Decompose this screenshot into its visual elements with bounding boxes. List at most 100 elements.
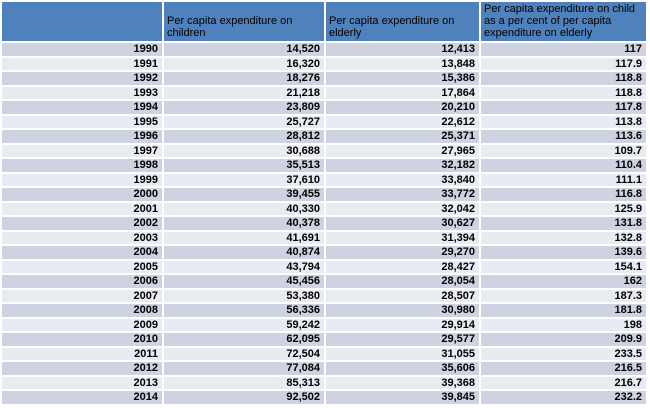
children-cell: 72,504 [164, 347, 324, 360]
children-cell: 23,809 [164, 101, 324, 114]
children-cell: 62,095 [164, 333, 324, 346]
children-cell: 40,874 [164, 246, 324, 259]
header-children: Per capita expenditure on children [164, 2, 324, 41]
elderly-cell: 29,914 [326, 318, 479, 331]
year-cell: 2008 [2, 304, 162, 317]
children-cell: 77,084 [164, 362, 324, 375]
year-cell: 1991 [2, 57, 162, 70]
ratio-cell: 198 [481, 318, 646, 331]
year-cell: 1990 [2, 43, 162, 56]
ratio-cell: 110.4 [481, 159, 646, 172]
year-cell: 2012 [2, 362, 162, 375]
elderly-cell: 35,606 [326, 362, 479, 375]
children-cell: 18,276 [164, 72, 324, 85]
year-cell: 2006 [2, 275, 162, 288]
elderly-cell: 17,864 [326, 86, 479, 99]
elderly-cell: 20,210 [326, 101, 479, 114]
ratio-cell: 125.9 [481, 202, 646, 215]
elderly-cell: 27,965 [326, 144, 479, 157]
year-cell: 2009 [2, 318, 162, 331]
table-row: 2002 40,378 30,627 131.8 [2, 217, 646, 230]
ratio-cell: 233.5 [481, 347, 646, 360]
elderly-cell: 33,772 [326, 188, 479, 201]
year-cell: 2007 [2, 289, 162, 302]
year-cell: 1994 [2, 101, 162, 114]
elderly-cell: 31,055 [326, 347, 479, 360]
table-row: 2007 53,380 28,507 187.3 [2, 289, 646, 302]
ratio-cell: 232.2 [481, 391, 646, 404]
elderly-cell: 39,368 [326, 376, 479, 389]
header-ratio: Per capita expenditure on child as a per… [481, 2, 646, 41]
table-row: 2012 77,084 35,606 216.5 [2, 362, 646, 375]
ratio-cell: 216.7 [481, 376, 646, 389]
elderly-cell: 13,848 [326, 57, 479, 70]
elderly-cell: 28,507 [326, 289, 479, 302]
header-year [2, 2, 162, 41]
table-row: 1990 14,520 12,413 117 [2, 43, 646, 56]
table-row: 2000 39,455 33,772 116.8 [2, 188, 646, 201]
elderly-cell: 32,042 [326, 202, 479, 215]
year-cell: 2013 [2, 376, 162, 389]
year-cell: 2003 [2, 231, 162, 244]
table-body: 1990 14,520 12,413 117 1991 16,320 13,848 117.9… [2, 43, 646, 404]
ratio-cell: 117.9 [481, 57, 646, 70]
table-row: 2011 72,504 31,055 233.5 [2, 347, 646, 360]
children-cell: 40,378 [164, 217, 324, 230]
year-cell: 2010 [2, 333, 162, 346]
children-cell: 45,456 [164, 275, 324, 288]
table-header: Per capita expenditure on children Per c… [2, 2, 646, 41]
header-row: Per capita expenditure on children Per c… [2, 2, 646, 41]
ratio-cell: 118.8 [481, 86, 646, 99]
year-cell: 2004 [2, 246, 162, 259]
ratio-cell: 116.8 [481, 188, 646, 201]
year-cell: 1998 [2, 159, 162, 172]
elderly-cell: 28,054 [326, 275, 479, 288]
children-cell: 14,520 [164, 43, 324, 56]
children-cell: 21,218 [164, 86, 324, 99]
table-row: 1999 37,610 33,840 111.1 [2, 173, 646, 186]
children-cell: 41,691 [164, 231, 324, 244]
children-cell: 92,502 [164, 391, 324, 404]
elderly-cell: 22,612 [326, 115, 479, 128]
ratio-cell: 162 [481, 275, 646, 288]
table-row: 2001 40,330 32,042 125.9 [2, 202, 646, 215]
ratio-cell: 209.9 [481, 333, 646, 346]
children-cell: 39,455 [164, 188, 324, 201]
header-elderly: Per capita expenditure on elderly [326, 2, 479, 41]
table-row: 2013 85,313 39,368 216.7 [2, 376, 646, 389]
table-row: 2010 62,095 29,577 209.9 [2, 333, 646, 346]
ratio-cell: 181.8 [481, 304, 646, 317]
elderly-cell: 33,840 [326, 173, 479, 186]
table-row: 1992 18,276 15,386 118.8 [2, 72, 646, 85]
elderly-cell: 30,980 [326, 304, 479, 317]
elderly-cell: 32,182 [326, 159, 479, 172]
ratio-cell: 113.6 [481, 130, 646, 143]
ratio-cell: 132.8 [481, 231, 646, 244]
year-cell: 2002 [2, 217, 162, 230]
year-cell: 1999 [2, 173, 162, 186]
ratio-cell: 117 [481, 43, 646, 56]
year-cell: 1993 [2, 86, 162, 99]
table-row: 1995 25,727 22,612 113.8 [2, 115, 646, 128]
ratio-cell: 109.7 [481, 144, 646, 157]
table-row: 2006 45,456 28,054 162 [2, 275, 646, 288]
year-cell: 2011 [2, 347, 162, 360]
ratio-cell: 111.1 [481, 173, 646, 186]
elderly-cell: 12,413 [326, 43, 479, 56]
table-row: 2014 92,502 39,845 232.2 [2, 391, 646, 404]
table-row: 2005 43,794 28,427 154.1 [2, 260, 646, 273]
children-cell: 28,812 [164, 130, 324, 143]
table-row: 1994 23,809 20,210 117.8 [2, 101, 646, 114]
table-row: 1998 35,513 32,182 110.4 [2, 159, 646, 172]
ratio-cell: 154.1 [481, 260, 646, 273]
year-cell: 2014 [2, 391, 162, 404]
children-cell: 85,313 [164, 376, 324, 389]
children-cell: 43,794 [164, 260, 324, 273]
ratio-cell: 216.5 [481, 362, 646, 375]
table-row: 2008 56,336 30,980 181.8 [2, 304, 646, 317]
elderly-cell: 29,270 [326, 246, 479, 259]
ratio-cell: 113.8 [481, 115, 646, 128]
year-cell: 2005 [2, 260, 162, 273]
children-cell: 56,336 [164, 304, 324, 317]
